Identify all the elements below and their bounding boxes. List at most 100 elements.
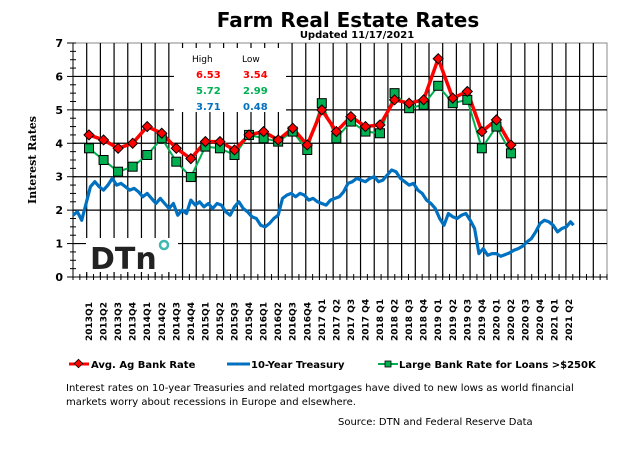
large-bank-point	[84, 143, 94, 154]
y-tick-label: 7	[55, 37, 63, 50]
ag-bank-point	[359, 120, 372, 133]
ag-bank-point	[447, 92, 459, 104]
x-tick-label: 2020 Q3	[522, 299, 532, 341]
ag-bank-point	[199, 135, 212, 148]
ag-bank-point	[476, 125, 488, 138]
ag-bank-point	[156, 127, 168, 139]
x-tick-label: 2020 Q4	[536, 299, 546, 341]
legend: Avg. Ag Bank Rate 10-Year Treasury Large…	[69, 358, 597, 371]
x-tick-label: 2019 Q3	[463, 299, 473, 341]
x-tick-label: 2015Q1	[201, 302, 211, 341]
ag-bank-point	[141, 120, 153, 133]
logo-dot	[158, 239, 170, 251]
x-tick-label: 2013Q4	[129, 302, 139, 341]
large-bank-point	[171, 156, 182, 167]
x-tick-label: 2018 Q3	[405, 299, 415, 341]
x-tick-label: 2019 Q4	[478, 299, 488, 341]
ag-bank-point	[97, 134, 110, 146]
legend-marker-square	[384, 360, 392, 368]
large-bank-point	[98, 155, 109, 165]
ag-bank-point	[83, 129, 95, 141]
y-axis: 0 1 2 3 4 5 6 7	[55, 37, 76, 284]
y-tick-label: 0	[55, 271, 63, 284]
ag-bank-point	[345, 110, 357, 123]
x-tick-label: 2019 Q2	[449, 299, 459, 341]
ag-bank-point	[461, 85, 474, 98]
ag-bank-point	[330, 125, 343, 138]
large-bank-point	[185, 172, 196, 183]
ag-bank-high: 6.53	[196, 70, 221, 81]
source-text: Source: DTN and Federal Reserve Data	[338, 417, 533, 428]
chart-note: Interest rates on 10-year Treasuries and…	[66, 383, 574, 408]
ag-bank-point	[272, 134, 284, 146]
legend-item-large-bank: Large Bank Rate for Loans >$250K	[378, 360, 597, 371]
x-tick-label: 2015Q2	[216, 302, 226, 341]
farm-rates-chart: Farm Real Estate Rates Updated 11/17/202…	[26, 8, 608, 371]
x-tick-label: 2019 Q1	[434, 299, 444, 341]
x-tick-label: 2018 Q4	[420, 299, 430, 341]
large-bank-point	[433, 80, 444, 91]
series-layer	[72, 53, 575, 258]
ag-bank-point	[490, 114, 503, 126]
x-tick-label: 2020 Q1	[492, 299, 502, 341]
dtn-logo: DTn	[86, 238, 178, 277]
ag-bank-low: 3.54	[243, 70, 268, 81]
treasury-line	[72, 168, 575, 258]
treasury-high: 3.71	[196, 102, 221, 113]
ag-bank-point	[243, 129, 255, 141]
logo-bg	[86, 238, 178, 272]
x-tick-label: 2018 Q2	[391, 299, 401, 341]
y-axis-label: Interest Rates	[26, 116, 39, 204]
x-tick-label: 2017 Q1	[318, 299, 328, 341]
x-tick-label: 2017 Q2	[332, 299, 342, 341]
treasury-low: 0.48	[243, 102, 268, 113]
y-tick-label: 5	[55, 104, 63, 117]
x-tick-label: 2014Q3	[172, 302, 182, 341]
low-header: Low	[242, 55, 260, 65]
large-bank-low: 2.99	[243, 86, 268, 97]
legend-label-large-bank: Large Bank Rate for Loans >$250K	[399, 360, 597, 371]
ag-bank-point	[417, 94, 430, 106]
x-tick-label: 2016Q2	[274, 302, 284, 341]
chart-title: Farm Real Estate Rates	[217, 8, 480, 32]
x-tick-label: 2016Q4	[303, 302, 313, 341]
x-tick-label: 2017 Q3	[347, 299, 357, 341]
high-header: High	[192, 55, 213, 65]
large-bank-point	[142, 149, 153, 160]
ag-bank-point	[228, 144, 241, 156]
ag-bank-point	[432, 53, 444, 65]
ag-bank-point	[170, 142, 183, 155]
ag-bank-point	[214, 135, 226, 148]
y-tick-label: 6	[55, 70, 63, 83]
x-tick-label: 2020 Q2	[507, 299, 517, 341]
y-tick-label: 3	[55, 171, 63, 184]
x-tick-label: 2021 Q1	[551, 299, 561, 341]
ag-bank-point	[316, 104, 328, 116]
ag-bank-point	[257, 125, 270, 138]
legend-label-ag-bank: Avg. Ag Bank Rate	[91, 360, 196, 371]
ag-bank-point	[301, 139, 313, 151]
x-tick-label: 2013Q3	[114, 302, 124, 341]
legend-marker-diamond	[73, 358, 84, 369]
legend-item-treasury: 10-Year Treasury	[227, 360, 345, 371]
ag-bank-point	[403, 97, 415, 109]
x-tick-label: 2013Q2	[100, 302, 110, 341]
x-tick-label: 2014Q4	[187, 302, 197, 341]
legend-label-treasury: 10-Year Treasury	[251, 360, 345, 371]
large-bank-high: 5.72	[196, 86, 221, 97]
x-tick-label: 2013Q1	[85, 302, 95, 341]
x-tick-label: 2014Q2	[158, 302, 168, 341]
x-tick-label: 2021 Q2	[565, 299, 575, 341]
ag-bank-point	[185, 152, 197, 165]
x-tick-label: 2016Q1	[260, 302, 270, 341]
logo-text: DTn	[90, 242, 157, 277]
y-tick-label: 2	[55, 204, 63, 217]
y-tick-label: 4	[55, 137, 63, 150]
legend-item-ag-bank: Avg. Ag Bank Rate	[69, 358, 196, 371]
high-low-table-bg	[174, 48, 286, 112]
ag-bank-point	[286, 122, 299, 134]
x-tick-label: 2014Q1	[143, 302, 153, 341]
large-bank-point	[476, 143, 487, 154]
ag-bank-point	[388, 94, 401, 106]
x-tick-label: 2016Q3	[289, 302, 299, 341]
